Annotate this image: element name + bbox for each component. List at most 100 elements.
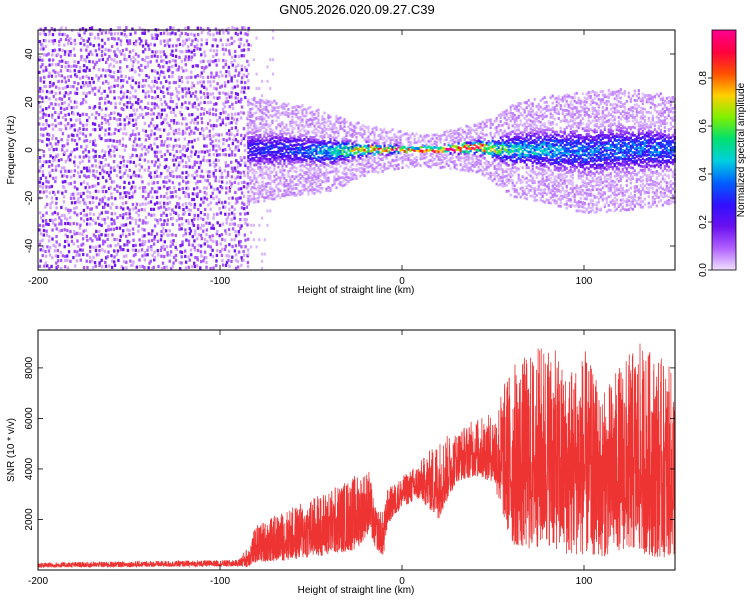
spectrogram-cell: [128, 39, 132, 43]
spectrogram-cell: [283, 152, 286, 156]
spectrogram-cell: [509, 138, 512, 142]
spectrogram-cell: [291, 106, 294, 110]
spectrogram-cell: [122, 247, 125, 252]
spectrogram-cell: [315, 175, 318, 179]
spectrogram-cell: [513, 149, 516, 152]
spectrogram-cell: [255, 129, 258, 133]
spectrogram-cell: [395, 149, 398, 153]
spectrogram-cell: [119, 245, 122, 249]
spectrogram-cell: [405, 147, 408, 151]
spectrogram-cell: [493, 149, 496, 153]
spectrogram-cell: [251, 159, 254, 163]
spectrogram-cell: [293, 153, 296, 157]
spectrogram-cell: [299, 138, 302, 142]
spectrogram-cell: [147, 239, 151, 243]
spectrogram-cell: [513, 119, 516, 123]
spectrogram-cell: [301, 109, 304, 112]
spectrogram-cell: [445, 147, 448, 151]
spectrogram-cell: [41, 186, 44, 190]
spectrogram-cell: [93, 138, 97, 143]
spectrogram-cell: [265, 189, 268, 193]
spectrogram-cell: [515, 133, 518, 137]
spectrogram-cell: [505, 177, 508, 181]
spectrogram-cell: [257, 100, 260, 104]
spectrogram-cell: [228, 189, 231, 193]
spectrogram-cell: [192, 197, 196, 202]
spectrogram-cell: [315, 190, 318, 193]
spectrogram-cell: [72, 47, 76, 51]
spectrogram-cell: [535, 173, 538, 176]
spectrogram-cell: [220, 84, 224, 88]
spectrogram-cell: [147, 160, 150, 164]
spectrogram-cell: [261, 117, 264, 120]
spectrogram-cell: [144, 197, 148, 201]
spectrogram-cell: [385, 167, 388, 171]
spectrogram-cell: [143, 251, 147, 255]
spectrogram-cell: [153, 102, 157, 106]
spectrogram-cell: [237, 73, 240, 77]
spectrogram-cell: [175, 105, 178, 109]
spectrogram-cell: [489, 163, 492, 167]
spectrogram-cell: [192, 48, 196, 53]
spectrogram-cell: [193, 101, 196, 105]
spectrogram-cell: [169, 212, 172, 216]
spectrogram-cell: [313, 135, 316, 139]
spectrogram-cell: [227, 129, 231, 133]
spectrogram-cell: [287, 173, 290, 176]
spectrogram-cell: [170, 119, 173, 123]
spectrogram-cell: [120, 223, 123, 227]
spectrogram-cell: [375, 142, 378, 146]
spectrogram-cell: [191, 265, 194, 269]
spectrogram-cell: [261, 157, 264, 161]
spectrogram-cell: [427, 134, 430, 138]
spectrogram-cell: [234, 244, 238, 248]
spectrogram-cell: [160, 122, 163, 126]
spectrogram-cell: [519, 145, 522, 148]
spectrogram-cell: [73, 38, 76, 42]
spectrogram-cell: [51, 218, 55, 223]
spectrogram-cell: [88, 91, 91, 95]
spectrogram-cell: [231, 227, 235, 231]
spectrogram-cell: [124, 201, 128, 205]
spectrogram-cell: [247, 113, 250, 117]
spectrogram-cell: [114, 102, 117, 106]
spectrogram-cell: [361, 167, 364, 170]
spectrogram-cell: [143, 228, 146, 232]
spectrogram-cell: [146, 111, 150, 116]
spectrogram-cell: [131, 103, 134, 107]
spectrogram-cell: [465, 155, 468, 158]
spectrogram-cell: [505, 143, 508, 147]
spectrogram-cell: [259, 162, 262, 166]
spectrogram-cell: [146, 253, 149, 257]
spectrogram-cell: [355, 126, 358, 130]
spectrogram-cell: [230, 166, 234, 170]
spectrogram-cell: [50, 115, 54, 119]
spectrogram-cell: [159, 194, 163, 198]
spectrogram-cell: [178, 217, 181, 221]
spectrogram-cell: [218, 31, 221, 35]
spectrogram-cell: [113, 84, 116, 88]
spectrogram-cell: [218, 168, 222, 173]
spectrogram-cell: [503, 134, 506, 138]
spectrogram-cell: [325, 127, 328, 131]
spectrogram-cell: [423, 134, 426, 138]
spectrogram-cell: [417, 149, 420, 153]
spectrogram-cell: [321, 151, 324, 155]
spectrogram-cell: [177, 127, 181, 131]
spectrogram-cell: [271, 133, 274, 137]
spectrogram-cell: [419, 140, 422, 144]
spectrogram-cell: [59, 250, 63, 254]
spectrogram-cell: [207, 244, 210, 248]
spectrogram-cell: [132, 170, 136, 174]
spectrogram-cell: [125, 80, 129, 84]
spectrogram-cell: [258, 238, 261, 242]
spectrogram-cell: [501, 181, 504, 185]
spectrogram-cell: [44, 65, 48, 70]
spectrogram-cell: [259, 109, 262, 112]
spectrogram-cell: [54, 63, 58, 67]
spectrogram-cell: [381, 148, 384, 152]
spectrogram-cell: [115, 184, 119, 188]
spectrogram-cell: [109, 166, 113, 170]
spectrogram-cell: [499, 159, 502, 163]
spectrogram-cell: [363, 132, 366, 136]
